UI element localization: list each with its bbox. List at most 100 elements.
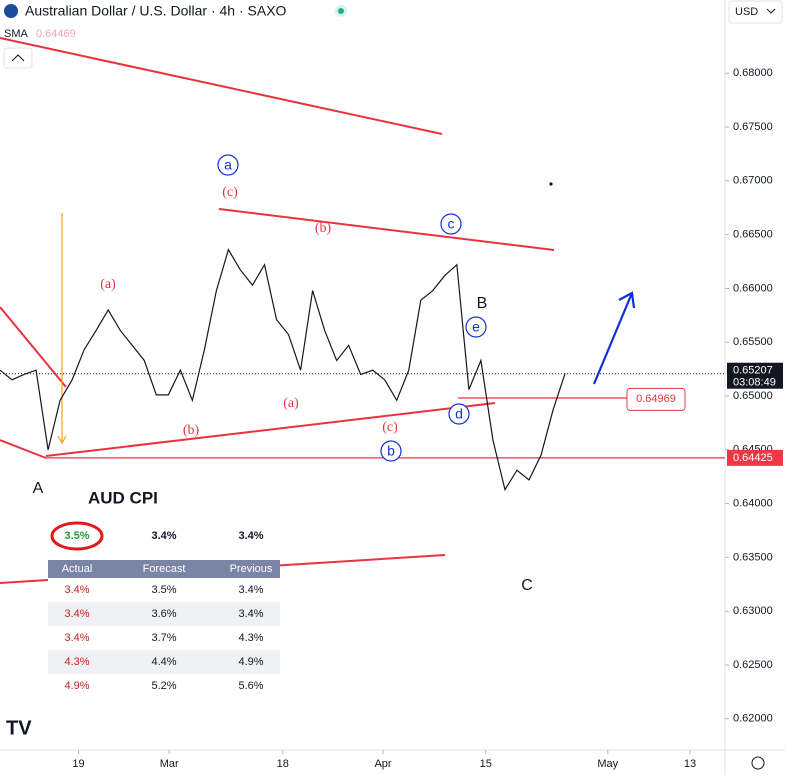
y-tick-label: 0.62000: [733, 713, 773, 725]
column-header: Previous: [230, 563, 273, 575]
wave-label: d: [455, 406, 463, 422]
top-cell: 3.5%: [64, 530, 89, 542]
y-tick-label: 0.66500: [733, 228, 773, 240]
support-price: 0.64425: [733, 452, 773, 464]
wave-label: (b): [183, 423, 200, 438]
x-tick-label: 15: [480, 758, 492, 770]
cell: 5.6%: [238, 680, 263, 692]
flag-icon: [4, 4, 18, 18]
cell: 4.3%: [64, 656, 89, 668]
cell: 3.4%: [64, 608, 89, 620]
wave-label: a: [224, 157, 232, 173]
last-price-tag: [727, 362, 783, 389]
cell: 3.7%: [151, 632, 176, 644]
cell: 3.4%: [64, 632, 89, 644]
y-tick-label: 0.65000: [733, 390, 773, 402]
highlight: [50, 521, 104, 551]
wave-label: (a): [100, 277, 116, 292]
arrow-head: [57, 435, 67, 445]
wave-label: (b): [315, 221, 332, 236]
top-cell: 3.4%: [238, 530, 263, 542]
y-tick-label: 0.63000: [733, 605, 773, 617]
collapse-button[interactable]: [3, 47, 33, 69]
price-line: [0, 248, 566, 492]
wave-label: (c): [222, 185, 238, 200]
cell: 4.4%: [151, 656, 176, 668]
y-tick-label: 0.65500: [733, 336, 773, 348]
wave-circle: [465, 316, 487, 338]
settings-icon[interactable]: [751, 756, 765, 770]
dot: [549, 182, 553, 186]
column-header: Forecast: [143, 563, 186, 575]
wave-label: (a): [283, 396, 299, 411]
x-tick-label: 13: [684, 758, 696, 770]
cell: 3.6%: [151, 608, 176, 620]
countdown: 03:08:49: [733, 377, 776, 389]
cell: 3.4%: [238, 608, 263, 620]
currency-button[interactable]: [728, 0, 783, 24]
trend-line: [0, 439, 47, 459]
level-tag: [626, 387, 686, 411]
cell: 3.5%: [151, 584, 176, 596]
cell: 5.2%: [151, 680, 176, 692]
trend-line: [218, 208, 555, 251]
logo: TV: [6, 717, 32, 739]
table: AUD CPI 3.5% 3.4% 3.4% Actual Forecast Previou…: [48, 488, 280, 704]
cell: 4.9%: [238, 656, 263, 668]
header-bg: [48, 560, 280, 579]
top-row-bg: [48, 524, 280, 550]
y-tick-label: 0.63500: [733, 551, 773, 563]
x-tick-label: 19: [72, 758, 84, 770]
y-tick-label: 0.64000: [733, 497, 773, 509]
row-bg: [48, 602, 280, 626]
x-tick-label: 18: [277, 758, 289, 770]
row-bg: [48, 674, 280, 698]
x-tick-label: Mar: [160, 758, 179, 770]
x-tick-label: May: [597, 758, 618, 770]
row-bg: [48, 578, 280, 602]
cell: 4.9%: [64, 680, 89, 692]
currency: USD: [735, 6, 758, 18]
last-price: 0.65207: [733, 365, 773, 377]
header: Australian Dollar / U.S. Dollar · 4h · S…: [3, 0, 783, 770]
arrow-head: [618, 291, 636, 309]
row-bg: [48, 626, 280, 650]
cell: 4.3%: [238, 632, 263, 644]
arrow-line: [592, 292, 634, 385]
wave-label: A: [33, 480, 44, 497]
y-tick-label: 0.68000: [733, 67, 773, 79]
wave-circle: [217, 154, 239, 176]
wave-label: (c): [382, 420, 398, 435]
column-header: Actual: [62, 563, 93, 575]
wave-label: b: [387, 443, 395, 459]
support-tag: [727, 449, 783, 466]
wave-label: e: [472, 319, 480, 335]
level-price: 0.64969: [636, 393, 676, 405]
chevron: [11, 54, 25, 62]
y-tick-label: 0.62500: [733, 659, 773, 671]
sma-label: SMA: [4, 28, 29, 40]
trend-line: [0, 37, 443, 135]
cell: 3.4%: [238, 584, 263, 596]
wave-label: C: [521, 577, 533, 594]
wave-label: c: [448, 216, 455, 232]
y-tick-label: 0.67500: [733, 121, 773, 133]
cell: 3.4%: [64, 584, 89, 596]
sma-value: 0.64469: [36, 28, 76, 40]
top-cell: 3.4%: [151, 530, 176, 542]
y-tick-label: 0.66000: [733, 282, 773, 294]
wave-circle: [380, 440, 402, 462]
y-tick-label: 0.67000: [733, 175, 773, 187]
symbol-title: Australian Dollar / U.S. Dollar · 4h · S…: [25, 3, 287, 19]
x-tick-label: Apr: [374, 758, 391, 770]
trend-line: [45, 402, 496, 457]
row-bg: [48, 650, 280, 674]
wave-circle: [440, 213, 462, 235]
status-dot: [338, 8, 344, 14]
wave-circle: [448, 403, 470, 425]
orange-arrow: [57, 213, 67, 445]
chevron: [766, 8, 776, 14]
blue-arrow: [592, 291, 636, 385]
table-title: AUD CPI: [88, 488, 158, 507]
